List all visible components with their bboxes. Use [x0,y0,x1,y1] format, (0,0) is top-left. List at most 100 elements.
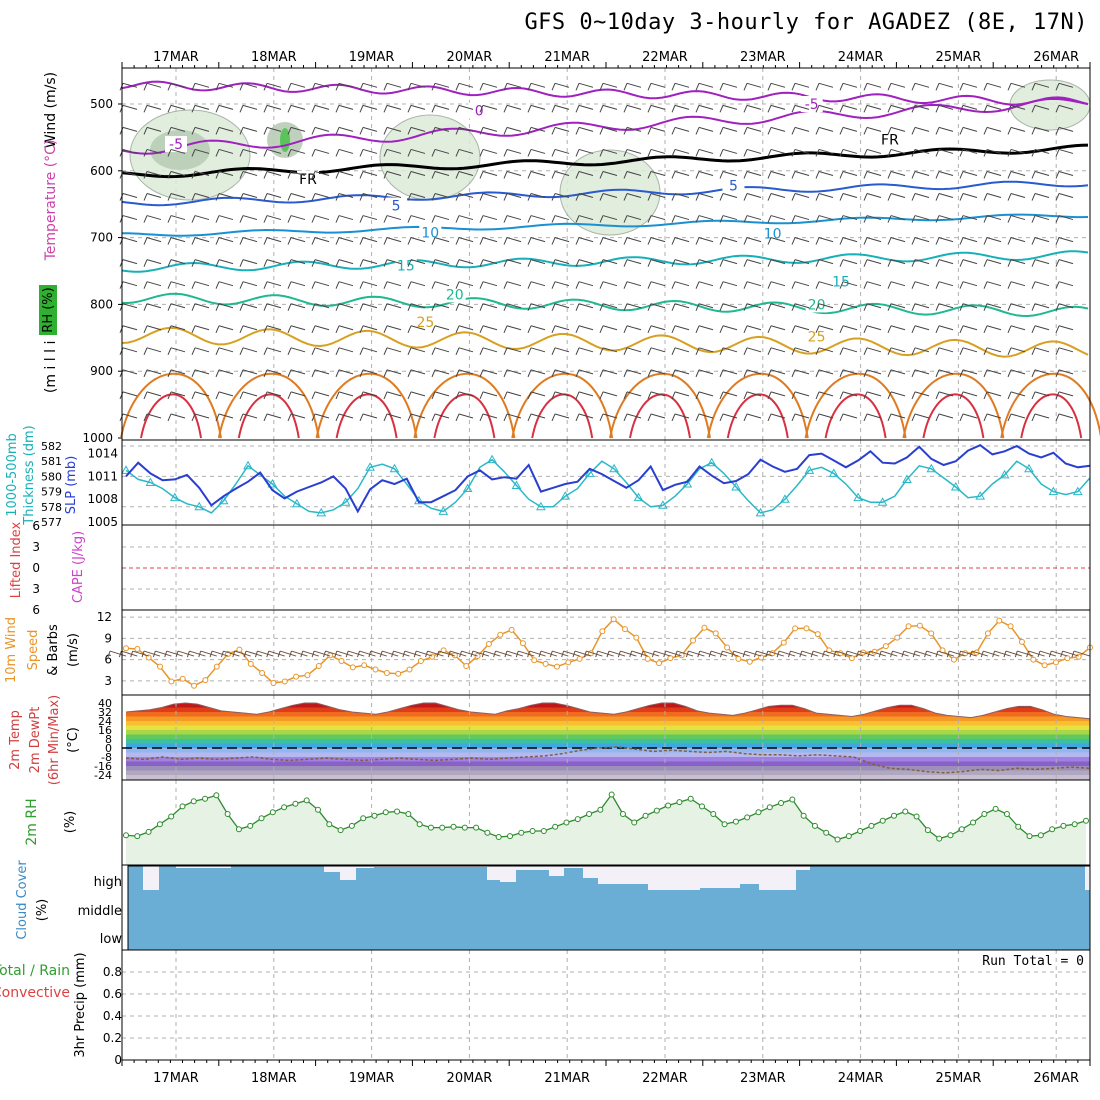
isotherm-label-bg [805,328,828,345]
precip-panel: 0 0.2 0.4 0.6 0.8 Run Total = 0 Total / Rain Co… [0,950,1090,1067]
thickness-point [902,474,912,483]
wind-speed-point [463,662,470,669]
wind-barb [198,650,217,658]
wind-barb [617,650,637,658]
wind-barb [887,259,906,267]
wind-barb [791,391,810,400]
wind-speed-point [361,662,368,669]
wind-barb [767,148,786,157]
wind-barb [431,193,450,201]
wind-barb [407,237,426,245]
thickness-point [194,501,205,511]
wind-barb [743,259,762,267]
wind-barb [856,650,875,658]
wind-barb [311,303,330,311]
wind-barb [407,325,426,333]
cloud-level-label: low [100,932,123,947]
wind-barb [863,347,882,356]
wind-barb [575,391,594,400]
wind-barb [335,170,354,179]
wind-barb [551,104,570,113]
wind-barb [287,413,306,422]
wind-barb [209,650,229,658]
wind-barb [599,148,618,157]
wind-barb [383,237,402,245]
precip-tick-label: 0.6 [103,987,122,1001]
wind-barb [239,170,258,179]
wind-barb [719,170,738,179]
wind-barb [287,391,306,400]
wind-barb [383,413,402,422]
wind-barb [1007,126,1026,135]
wind-barb [431,391,450,400]
wind-barb [815,413,834,422]
thickness-point [1072,486,1083,496]
wind-barb [1048,650,1068,658]
wind-barb [887,303,906,311]
wind-barb [167,325,186,333]
wind-barb [191,325,210,333]
rh-point [766,804,773,811]
wind-barb [935,148,954,157]
slp-tick-label: 1014 [87,447,118,461]
wind-barb [407,413,426,422]
temp-band [126,757,1090,762]
wind-barb [479,237,498,245]
wind-barb [215,126,234,135]
thickness-point [365,462,375,471]
wind-barb [1031,391,1050,400]
isotherm-line [121,292,1089,318]
isotherm-line [121,326,1089,358]
wind-barb [767,413,786,422]
thickness-point [853,492,864,502]
temp-band [126,739,1090,744]
wind-barb [695,237,714,245]
wind-barb [1031,369,1050,378]
date-label-bottom: 22MAR [642,1071,688,1086]
isotherm-35-arch [1020,393,1083,439]
wind-barb [695,82,714,91]
rh-point [868,822,875,829]
wind-barb [503,303,522,311]
wind-tick-label: 6 [104,653,112,667]
wind-barb [983,391,1002,400]
wind-barb [455,391,474,400]
wind-barb [335,193,354,201]
axis-label: 2m DewPt [28,707,43,774]
wind-barb [575,193,594,201]
wind-barb [1055,259,1074,267]
wind-barb [935,237,954,245]
wind-barb [368,650,387,658]
wind-barb [815,303,834,311]
wind-barb [527,148,546,157]
wind-speed-point [656,660,663,667]
wind-barb [287,237,306,245]
wind-barb [647,413,666,422]
wind-barb [911,170,930,179]
wind-barb [191,347,210,356]
cloud-high-bar [620,884,648,890]
wind-barb [647,347,666,356]
cloud-high-bar [176,868,231,890]
wind-barb [300,650,319,658]
cape-li-panel: 6 3 0 3 6 Lifted Index CAPE (J/kg) [9,519,1090,617]
wind-barb [287,82,306,91]
wind-barb [239,104,258,113]
cloud-high-bar [796,870,810,890]
wind-barb [767,170,786,179]
wind-barb [815,104,834,113]
wind-barb [407,281,426,289]
isotherm-label-bg [468,102,491,119]
isotherm-label-bg [419,224,442,241]
wind-barb [455,281,474,289]
wind-barb [359,193,378,201]
thickness-point [169,492,180,502]
wind-barb [647,104,666,113]
wind-speed-point [599,628,606,635]
wind-barb [503,148,522,157]
thickness-point [218,495,229,505]
wind-barb [239,237,258,245]
wind-barb [983,237,1002,245]
wind-barb [863,237,882,245]
wind-barb [695,325,714,333]
